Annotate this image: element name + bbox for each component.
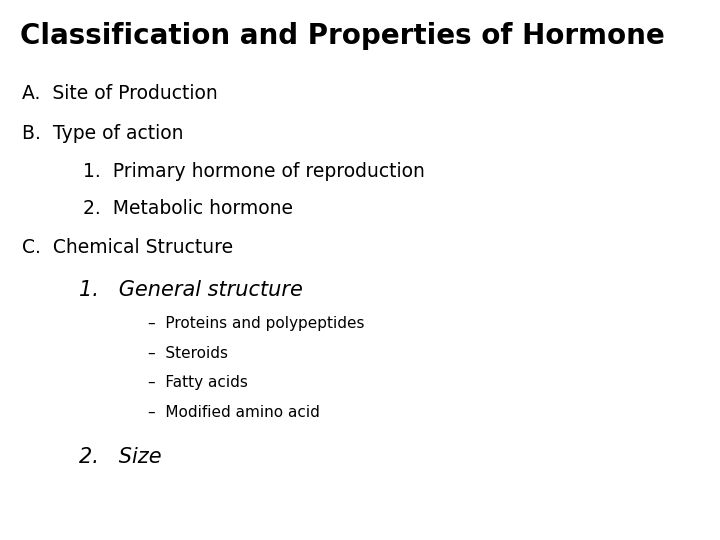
Text: –  Proteins and polypeptides: – Proteins and polypeptides — [148, 316, 364, 331]
Text: C.  Chemical Structure: C. Chemical Structure — [22, 238, 233, 256]
Text: 2.   Size: 2. Size — [79, 447, 162, 467]
Text: 1.   General structure: 1. General structure — [79, 280, 303, 300]
Text: –  Fatty acids: – Fatty acids — [148, 375, 248, 390]
Text: –  Modified amino acid: – Modified amino acid — [148, 405, 320, 420]
Text: A.  Site of Production: A. Site of Production — [22, 84, 217, 103]
Text: 2.  Metabolic hormone: 2. Metabolic hormone — [83, 199, 293, 218]
Text: B.  Type of action: B. Type of action — [22, 124, 183, 143]
Text: –  Steroids: – Steroids — [148, 346, 228, 361]
Text: 1.  Primary hormone of reproduction: 1. Primary hormone of reproduction — [83, 162, 425, 181]
Text: Classification and Properties of Hormone: Classification and Properties of Hormone — [20, 22, 665, 50]
